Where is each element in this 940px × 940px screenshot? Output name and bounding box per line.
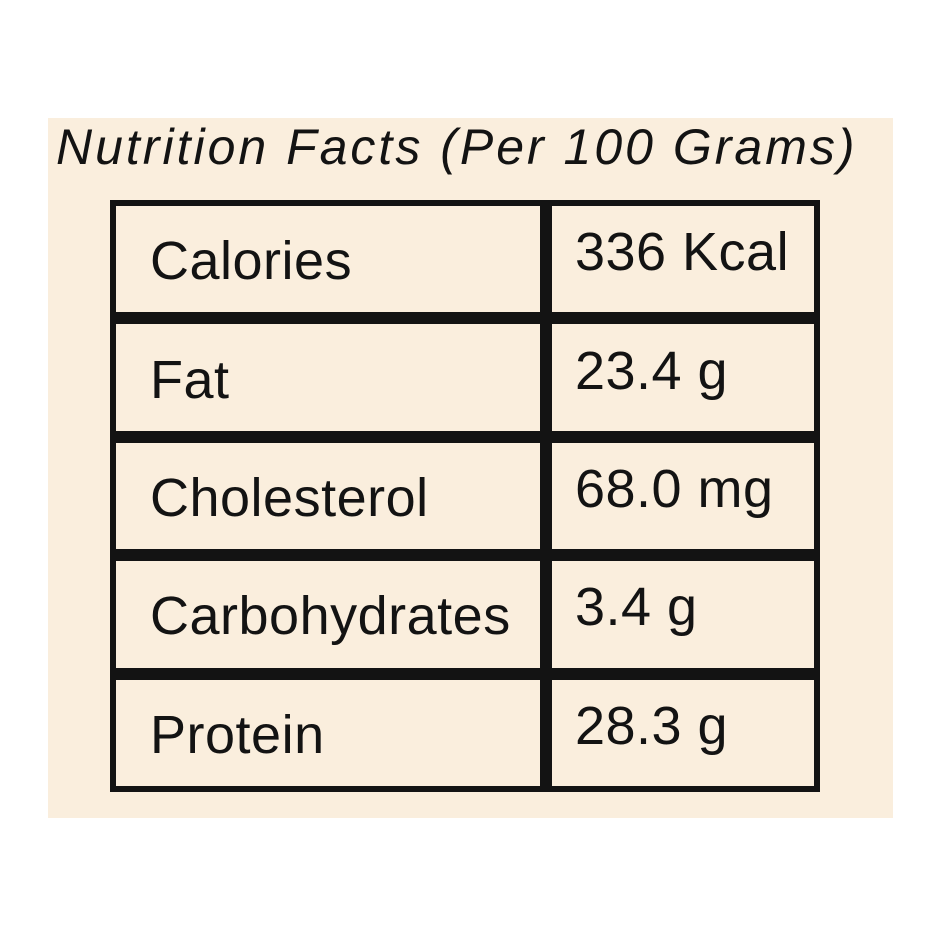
nutrient-label: Protein xyxy=(150,704,325,765)
nutrient-value: 28.3 g xyxy=(574,695,729,756)
table-row: Calories 336 Kcal xyxy=(110,200,820,319)
nutrient-label-cell: Cholesterol xyxy=(110,436,546,556)
nutrition-card: Nutrition Facts (Per 100 Grams) Calories… xyxy=(48,118,893,818)
nutrient-label: Cholesterol xyxy=(150,467,429,528)
nutrient-value-cell: 3.4 g xyxy=(545,555,820,674)
nutrient-value: 3.4 g xyxy=(574,577,698,638)
nutrition-table: Calories 336 Kcal Fat 23.4 g Cholesterol xyxy=(110,200,820,792)
page-title: Nutrition Facts (Per 100 Grams) xyxy=(56,119,858,175)
nutrient-label-cell: Calories xyxy=(110,200,546,319)
nutrient-value-cell: 23.4 g xyxy=(545,318,820,437)
table-row: Protein 28.3 g xyxy=(110,673,820,792)
table-row: Carbohydrates 3.4 g xyxy=(110,555,820,674)
nutrient-value: 23.4 g xyxy=(574,340,729,401)
nutrient-label-cell: Protein xyxy=(110,673,546,792)
table-row: Cholesterol 68.0 mg xyxy=(110,436,820,556)
nutrient-value: 336 Kcal xyxy=(574,222,790,283)
table-row: Fat 23.4 g xyxy=(110,318,820,437)
nutrient-label: Fat xyxy=(150,349,230,410)
nutrient-label: Calories xyxy=(150,231,353,292)
nutrient-value-cell: 28.3 g xyxy=(545,673,820,792)
nutrient-value-cell: 68.0 mg xyxy=(545,436,820,556)
nutrient-label-cell: Carbohydrates xyxy=(110,555,546,674)
nutrient-label: Carbohydrates xyxy=(150,586,511,647)
nutrient-value: 68.0 mg xyxy=(574,458,774,519)
nutrient-label-cell: Fat xyxy=(110,318,546,437)
nutrient-value-cell: 336 Kcal xyxy=(545,200,820,319)
